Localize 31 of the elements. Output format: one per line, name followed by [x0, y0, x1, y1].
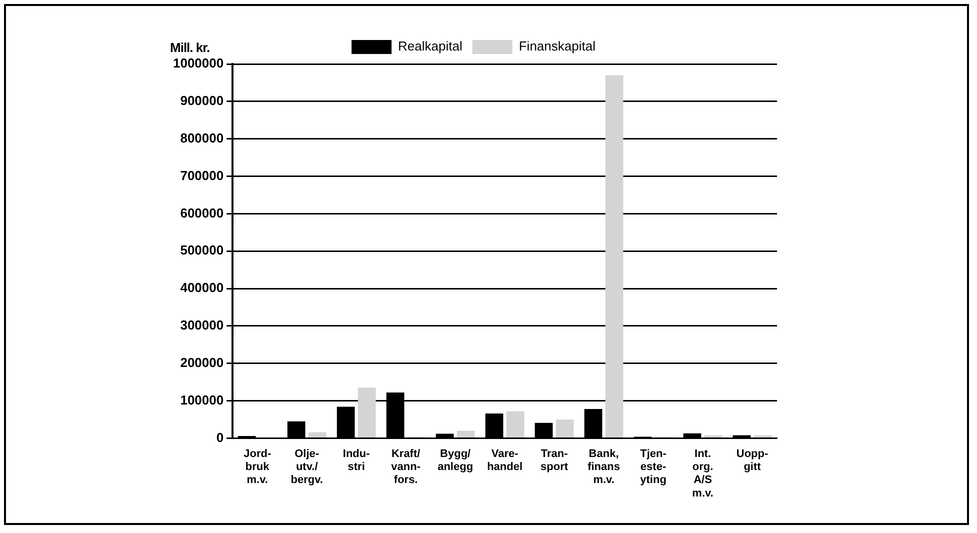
x-tick-label: Int. org. A/S m.v.	[692, 448, 714, 500]
bar	[308, 432, 326, 438]
bar	[556, 419, 574, 438]
y-tick-label: 1000000	[172, 56, 224, 71]
y-axis-title: Mill. kr.	[170, 40, 210, 55]
x-tick-label: Tjen- este- yting	[640, 448, 667, 486]
bar	[456, 430, 475, 438]
y-tick-label: 300000	[180, 318, 224, 333]
x-tick-label: Jord- bruk m.v.	[244, 448, 272, 486]
y-tick-label: 800000	[180, 130, 224, 146]
y-tick-label: 200000	[180, 354, 224, 370]
y-tick-label: 600000	[180, 205, 224, 220]
x-tick-label: Kraft/ vann- fors.	[391, 448, 421, 486]
x-tick-label: Olje- utv./ bergv.	[290, 448, 323, 486]
x-tick-label: Bank, finans m.v.	[588, 448, 620, 486]
bar	[605, 75, 624, 438]
legend-label: Realkapital	[398, 38, 462, 54]
legend-label: Finanskapital	[518, 38, 596, 54]
x-tick-label: Indu- stri	[342, 448, 370, 474]
y-tick-label: 700000	[180, 168, 224, 183]
y-tick-label: 500000	[180, 242, 224, 258]
bar	[358, 388, 376, 438]
x-tick-label: Uopp- gitt	[736, 448, 768, 474]
y-tick-label: 100000	[180, 392, 224, 408]
y-tick-label: 400000	[180, 280, 224, 296]
y-tick-label: 0	[216, 430, 224, 445]
bar	[506, 411, 524, 438]
x-tick-label: Vare- handel	[487, 448, 523, 474]
x-tick-label: Bygg/ anlegg	[438, 448, 474, 474]
x-tick-label: Tran- sport	[540, 448, 568, 474]
y-tick-label: 900000	[180, 93, 224, 108]
